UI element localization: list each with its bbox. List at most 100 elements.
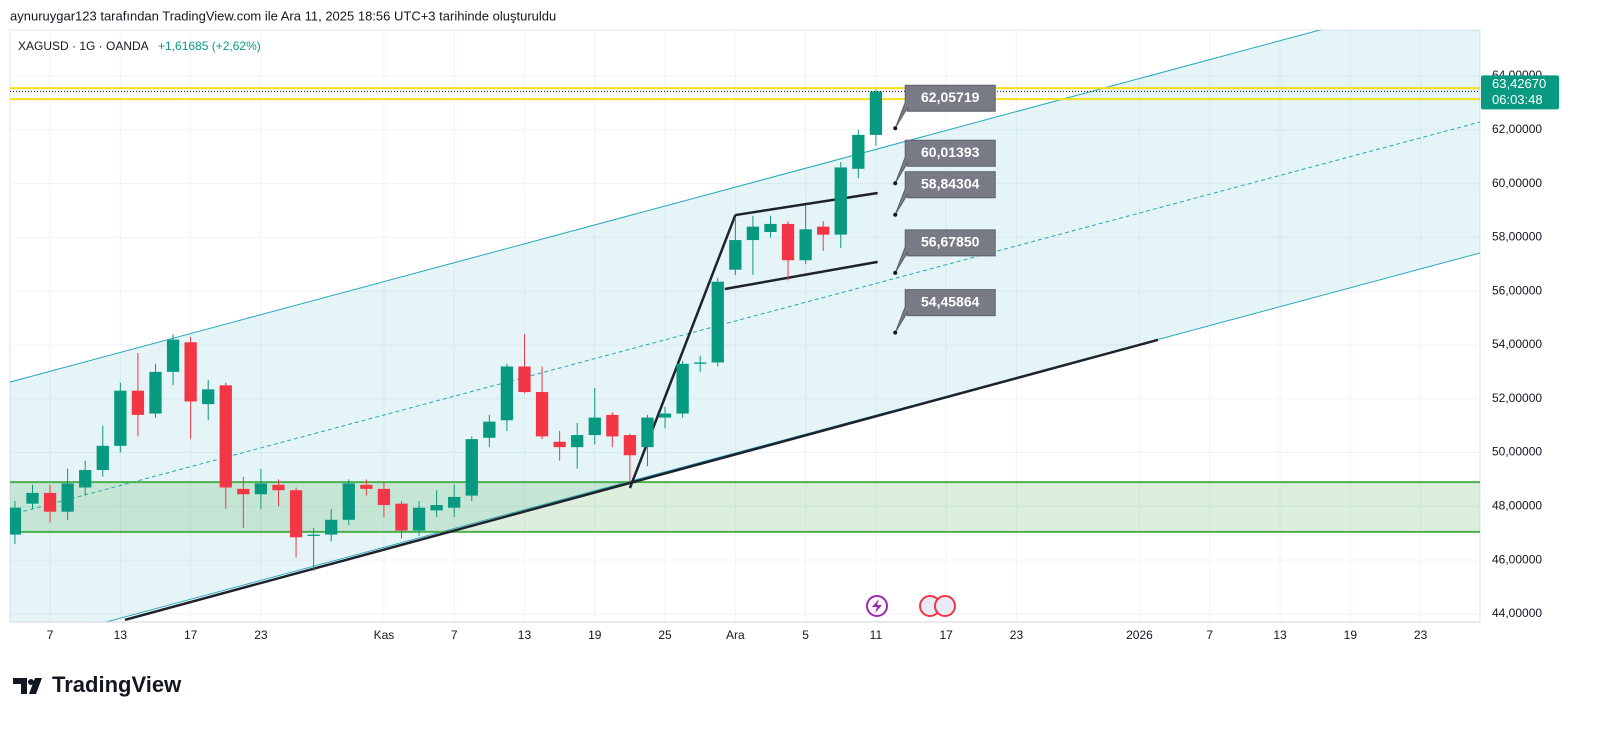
x-tick-label: Ara	[726, 628, 745, 642]
x-tick-label: 5	[802, 628, 809, 642]
candle-body	[641, 417, 654, 448]
plot: 62,05719 60,01393 58,84304 56,67850 54,45864	[10, 30, 1480, 622]
credit: aynuruygar123 tarafından TradingView.com…	[10, 8, 556, 23]
candle-body	[377, 488, 391, 505]
candle-body	[711, 281, 724, 363]
axes: 7 13 17 23 Kas 7 13 19 25 Ara 5 11 17 23 2026 7 13 19 23 44…	[47, 68, 1559, 642]
y-tick-label: 48,00000	[1492, 499, 1542, 513]
x-tick-label: 7	[1206, 628, 1213, 642]
x-tick-label: 13	[114, 628, 128, 642]
channel-fill	[10, 30, 1480, 622]
x-tick-label: 19	[588, 628, 602, 642]
candle-body	[658, 413, 672, 418]
y-tick-label: 52,00000	[1492, 391, 1542, 405]
candle-body	[325, 519, 338, 535]
candle-body	[553, 441, 566, 448]
candle-body	[817, 226, 830, 235]
candle-body	[131, 390, 145, 415]
candle-body	[79, 470, 92, 488]
y-tick-label: 46,00000	[1492, 552, 1542, 566]
candle-body	[483, 421, 496, 438]
candle-body	[289, 490, 303, 538]
x-tick-label: 23	[254, 628, 268, 642]
candle-body	[746, 226, 760, 241]
x-tick-label: 7	[451, 628, 458, 642]
y-tick-label: 56,00000	[1492, 283, 1542, 297]
logo: TradingView	[52, 672, 182, 697]
callout	[894, 84, 996, 129]
candle-body	[166, 339, 180, 372]
channel-lower	[104, 252, 1480, 622]
candle-body	[96, 445, 109, 471]
candle-body	[395, 503, 408, 531]
callout-tip	[893, 212, 898, 217]
x-tick-label: 17	[184, 628, 198, 642]
callout-label: 58,84304	[921, 175, 980, 191]
y-tick-label: 62,00000	[1492, 122, 1542, 136]
candle-body	[799, 229, 812, 261]
candle-body	[219, 385, 232, 488]
y-tick-label: 50,00000	[1492, 445, 1542, 459]
candle-body	[834, 167, 847, 235]
y-tick-label: 58,00000	[1492, 230, 1542, 244]
grid	[10, 30, 1480, 622]
x-tick-label: 13	[1273, 628, 1287, 642]
candle-body	[764, 223, 777, 232]
candle-body	[202, 389, 215, 405]
candle-body	[729, 240, 742, 270]
zone	[10, 482, 1480, 532]
candle-body	[10, 507, 22, 535]
candle-body	[623, 435, 637, 456]
x-tick-label: 2026	[1126, 628, 1153, 642]
callout	[894, 139, 996, 184]
change: +1,61685 (+2,62%)	[158, 39, 261, 53]
callout-label: 54,45864	[921, 293, 980, 309]
callout-tip	[893, 330, 898, 335]
event-icons	[866, 595, 956, 617]
candle-body	[465, 439, 478, 496]
symbol: XAGUSD · 1G · OANDA	[18, 39, 149, 53]
last-price-label: 63,42670	[1492, 76, 1546, 91]
x-tick-label: 19	[1344, 628, 1358, 642]
candle-body	[430, 504, 443, 511]
callout	[894, 229, 996, 274]
callout	[894, 289, 996, 333]
x-tick-label: 25	[658, 628, 672, 642]
candle-body	[272, 484, 285, 491]
x-tick-label: 23	[1414, 628, 1428, 642]
candle-body	[500, 366, 514, 421]
trend-line	[735, 191, 878, 217]
countdown: 06:03:48	[1492, 92, 1543, 107]
x-tick-label: 23	[1010, 628, 1024, 642]
candle-body	[781, 223, 795, 261]
candle-body	[869, 91, 883, 135]
trend-line	[124, 338, 1159, 622]
logo-mark	[13, 678, 42, 694]
x-tick-label: 7	[47, 628, 54, 642]
candle-body	[852, 134, 865, 169]
candle-body	[694, 362, 707, 364]
candle-body	[588, 417, 601, 436]
y-tick-label: 44,00000	[1492, 606, 1542, 620]
x-tick-label: 17	[940, 628, 954, 642]
candle-body	[360, 484, 373, 489]
candle-body	[307, 534, 320, 536]
callout-tip	[893, 181, 898, 186]
candle-body	[149, 371, 162, 414]
y-tick-label: 54,00000	[1492, 337, 1542, 351]
callout-label: 56,67850	[921, 234, 980, 250]
trend-line	[724, 260, 878, 291]
candle-body	[342, 483, 355, 520]
candle-body	[254, 483, 268, 495]
candle-body	[518, 366, 531, 393]
callout	[894, 171, 996, 215]
candle-body	[448, 496, 461, 508]
callout-tip	[893, 270, 898, 275]
x-tick-label: 11	[870, 628, 883, 642]
candle-body	[43, 492, 57, 512]
candle-body	[61, 483, 74, 512]
candle-body	[237, 488, 250, 495]
candle-body	[26, 492, 39, 504]
y-tick-label: 60,00000	[1492, 176, 1542, 190]
